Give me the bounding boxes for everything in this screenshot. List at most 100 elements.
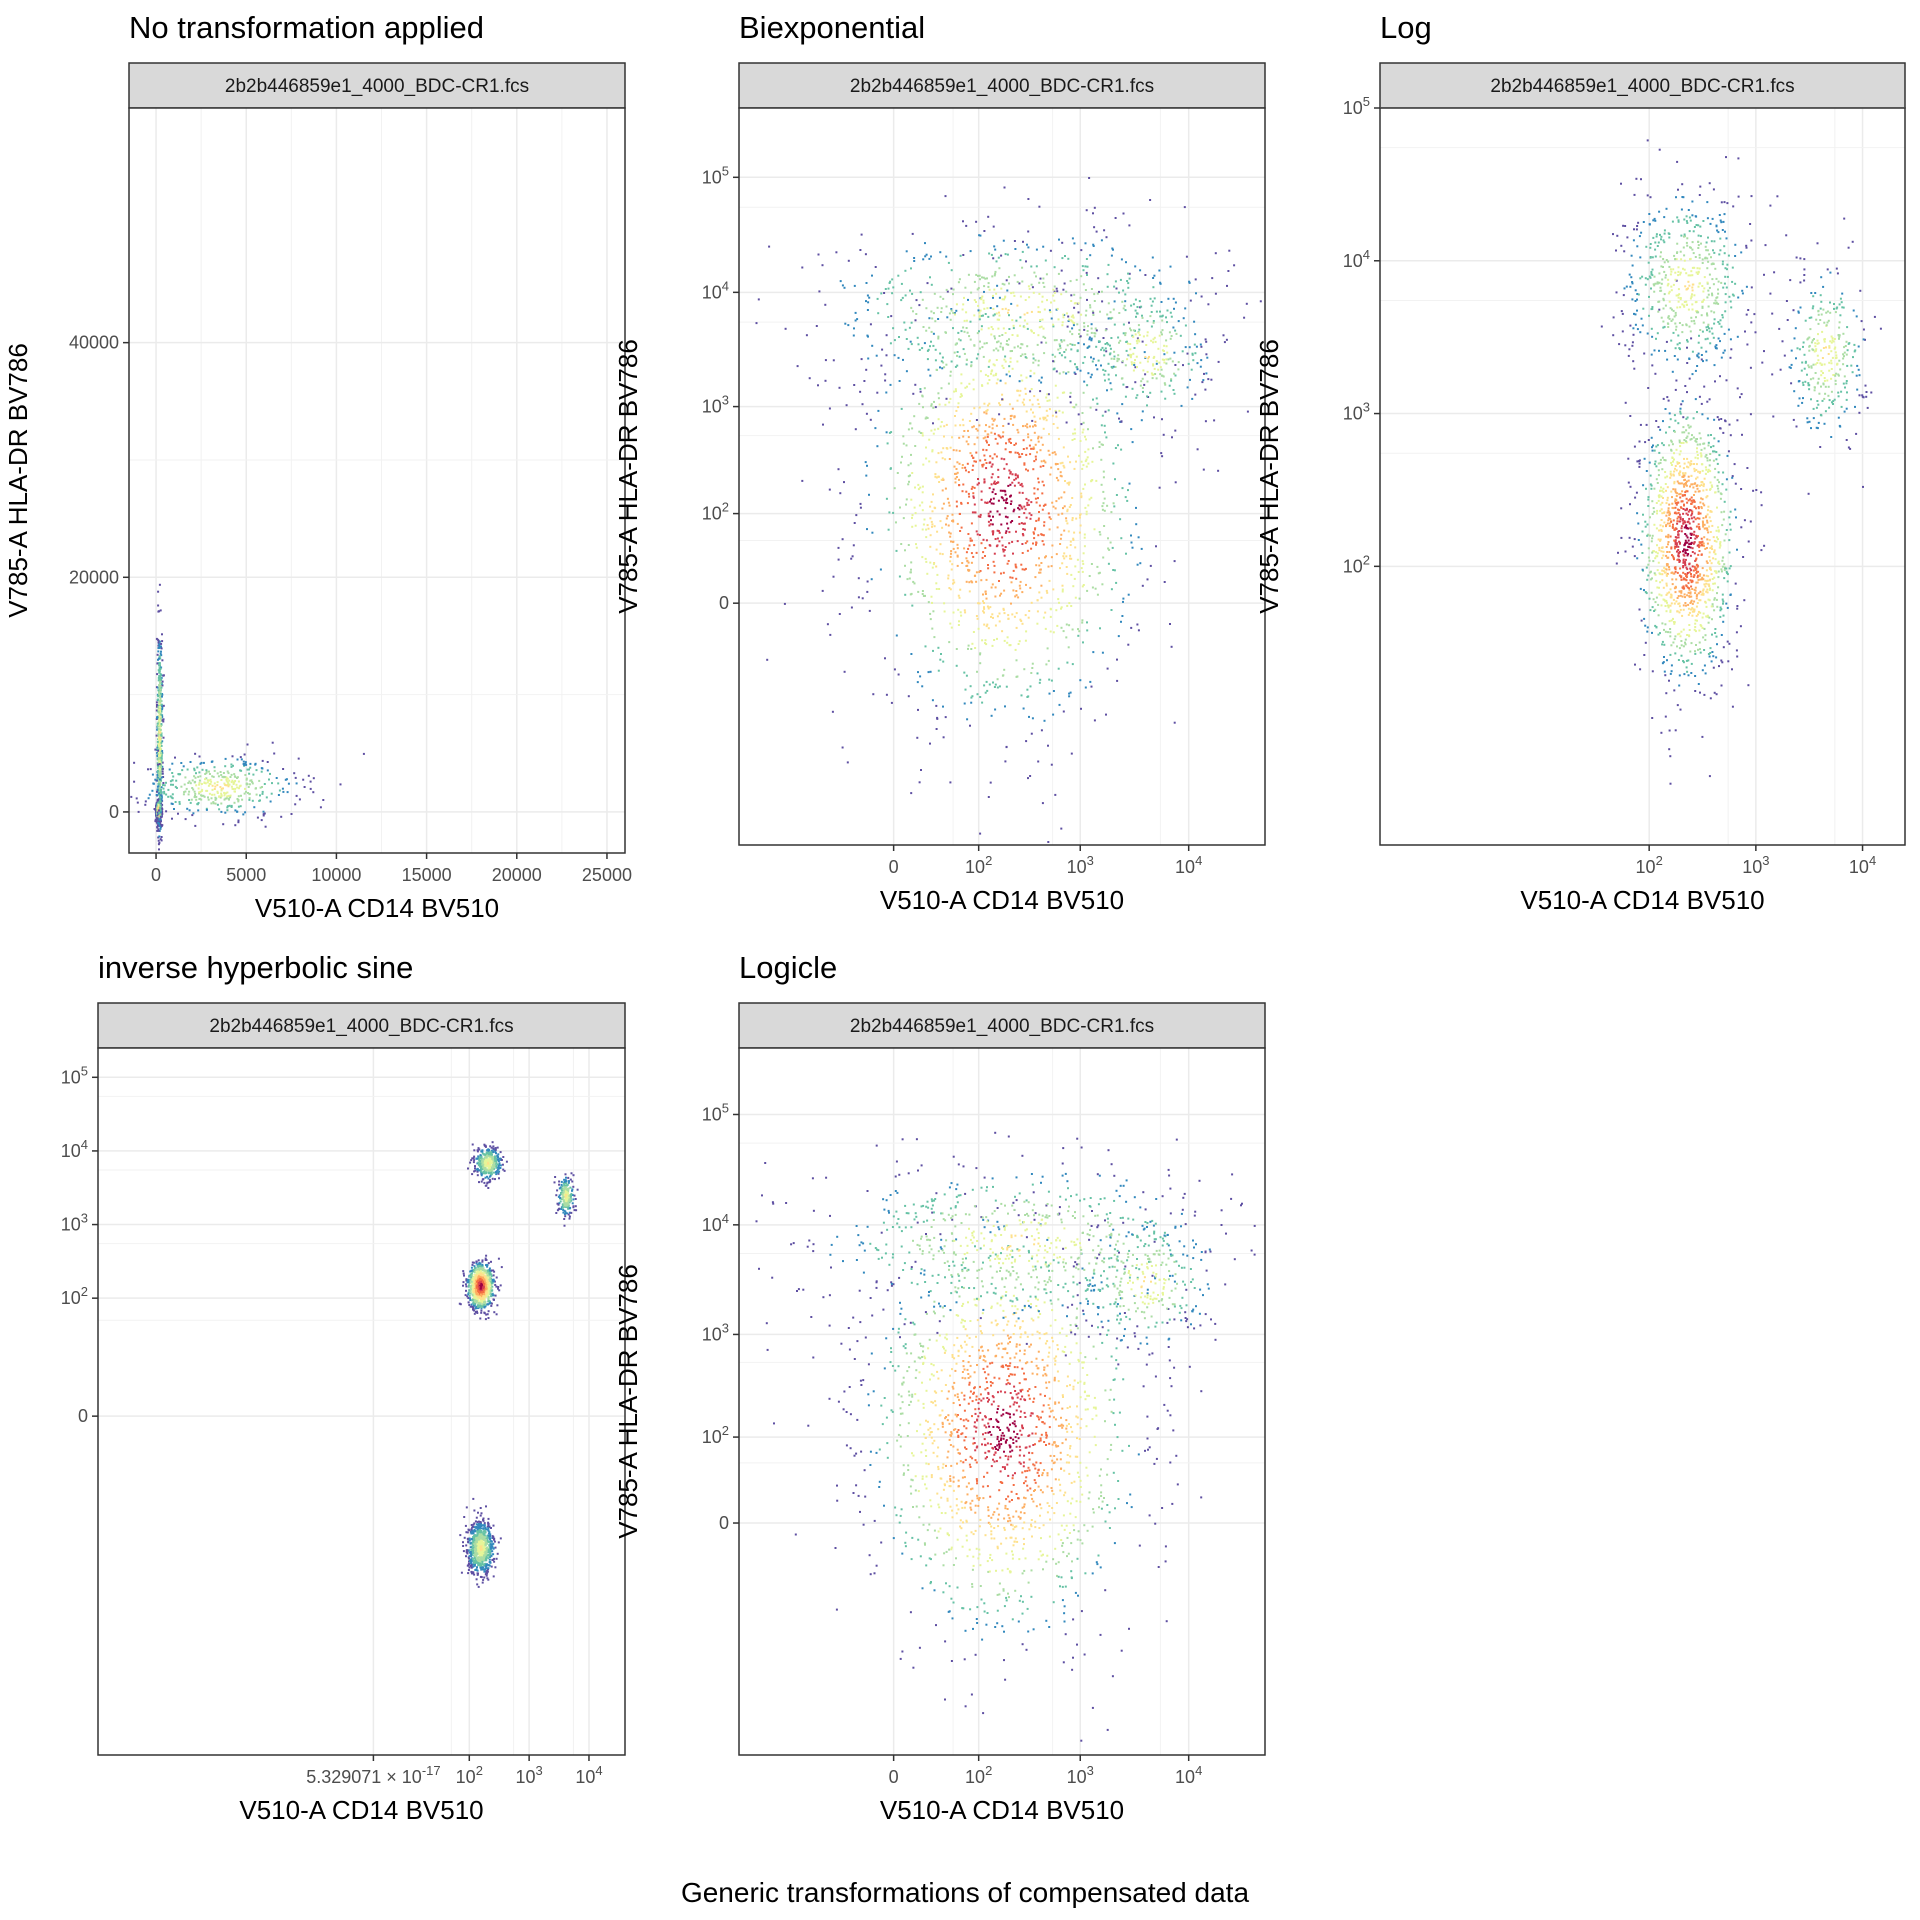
data-point — [1042, 245, 1045, 248]
data-point — [839, 492, 842, 495]
data-point — [989, 307, 992, 309]
data-point — [930, 403, 933, 406]
data-point — [1041, 443, 1044, 446]
data-point — [216, 781, 219, 784]
data-point — [995, 260, 998, 263]
data-point — [987, 567, 990, 570]
data-point — [990, 476, 993, 479]
data-point — [973, 486, 976, 489]
data-point — [947, 261, 950, 264]
data-point — [1191, 353, 1194, 356]
data-point — [158, 610, 161, 613]
data-point — [978, 406, 981, 409]
data-point — [837, 558, 840, 561]
data-point — [998, 296, 1001, 299]
data-point — [1011, 407, 1014, 410]
data-point — [1031, 717, 1034, 720]
data-point — [1068, 506, 1071, 508]
data-point — [1207, 303, 1210, 306]
data-point — [1013, 240, 1016, 242]
data-point — [1054, 507, 1057, 510]
data-point — [982, 463, 985, 466]
data-point — [1034, 528, 1036, 531]
data-point — [159, 609, 162, 612]
data-point — [1023, 505, 1026, 508]
data-point — [1092, 212, 1094, 215]
data-point — [1004, 493, 1007, 496]
data-point — [1013, 415, 1016, 418]
data-point — [1025, 468, 1027, 471]
data-point — [1182, 317, 1185, 320]
data-point — [967, 561, 970, 564]
data-point — [953, 581, 956, 584]
data-point — [160, 703, 163, 706]
data-point — [205, 789, 208, 792]
data-point — [235, 783, 238, 786]
data-point — [967, 429, 969, 432]
data-point — [1080, 423, 1083, 426]
data-point — [1111, 546, 1114, 549]
data-point — [194, 792, 197, 795]
data-point — [994, 493, 997, 495]
data-point — [1172, 326, 1175, 329]
data-point — [1130, 428, 1133, 431]
data-point — [931, 510, 934, 513]
data-point — [959, 395, 962, 398]
data-point — [1107, 562, 1110, 565]
data-point — [1063, 552, 1066, 555]
data-point — [868, 296, 871, 299]
data-point — [1037, 306, 1040, 309]
data-point — [163, 792, 166, 795]
data-point — [946, 290, 949, 293]
data-point — [1086, 274, 1088, 276]
data-point — [1093, 719, 1096, 722]
data-point — [1030, 329, 1033, 332]
data-point — [1001, 334, 1004, 336]
data-point — [159, 767, 161, 770]
data-point — [157, 689, 160, 692]
data-point — [234, 780, 237, 782]
data-point — [992, 515, 994, 518]
data-point — [843, 286, 846, 289]
data-point — [1087, 428, 1089, 431]
data-point — [1055, 476, 1058, 479]
data-point — [1160, 331, 1163, 334]
data-point — [1004, 355, 1007, 358]
data-point — [945, 517, 948, 520]
data-point — [1001, 308, 1004, 311]
data-point — [237, 799, 240, 802]
data-point — [194, 776, 197, 779]
data-point — [1159, 373, 1162, 376]
data-point — [1093, 206, 1096, 209]
data-point — [921, 590, 924, 592]
data-point — [950, 360, 953, 363]
data-point — [1110, 609, 1113, 611]
data-point — [921, 501, 924, 504]
data-point — [1117, 336, 1120, 339]
data-point — [924, 255, 927, 258]
data-point — [930, 404, 933, 407]
data-point — [1015, 442, 1017, 445]
data-point — [158, 739, 160, 742]
data-point — [981, 295, 984, 298]
data-point — [212, 775, 215, 778]
figure-caption: Generic transformations of compensated d… — [681, 1877, 1250, 1908]
data-point — [982, 355, 985, 358]
data-point — [1011, 540, 1014, 543]
data-point — [194, 795, 196, 797]
data-point — [1119, 420, 1122, 423]
data-point — [1021, 379, 1024, 382]
data-point — [1029, 369, 1032, 372]
data-point — [1040, 341, 1043, 344]
data-point — [970, 291, 973, 294]
data-point — [988, 359, 991, 362]
data-point — [967, 547, 970, 550]
data-point — [956, 364, 959, 367]
data-point — [1092, 245, 1095, 247]
data-point — [1037, 364, 1040, 367]
data-point — [1152, 321, 1155, 324]
data-point — [911, 525, 914, 528]
data-point — [1052, 325, 1055, 328]
data-point — [1011, 319, 1014, 322]
data-point — [1010, 581, 1013, 584]
